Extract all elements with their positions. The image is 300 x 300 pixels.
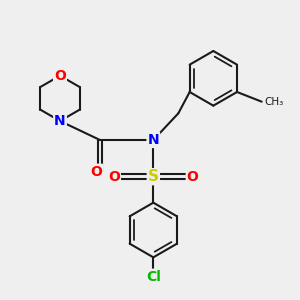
- Text: S: S: [148, 169, 159, 184]
- Text: CH₃: CH₃: [264, 97, 284, 107]
- Text: O: O: [187, 170, 199, 184]
- Text: O: O: [54, 69, 66, 83]
- Text: N: N: [54, 114, 66, 128]
- Text: O: O: [90, 165, 102, 179]
- Text: Cl: Cl: [146, 270, 161, 284]
- Text: O: O: [108, 170, 120, 184]
- Text: N: N: [148, 133, 159, 147]
